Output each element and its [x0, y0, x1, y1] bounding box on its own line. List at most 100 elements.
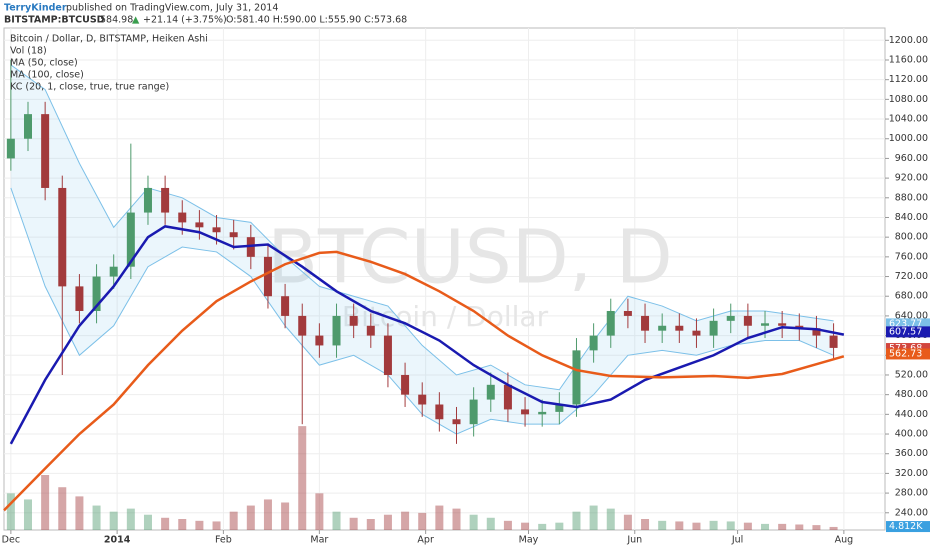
candle-body	[743, 315, 752, 326]
volume-bar	[658, 520, 667, 530]
volume-tag	[886, 521, 930, 533]
candle-body	[178, 212, 187, 223]
volume-bar	[606, 508, 615, 530]
price-tag	[886, 318, 930, 330]
y-tick-label: 480.00	[895, 389, 928, 400]
y-tick-label: 800.00	[895, 232, 928, 243]
volume-bar	[743, 522, 752, 530]
volume-bar	[812, 525, 821, 530]
y-tick-label: 920.00	[895, 173, 928, 184]
x-tick-label: Apr	[417, 535, 434, 546]
volume-bar	[178, 519, 187, 530]
candle-body	[812, 328, 821, 336]
price-tag-label: 607.57	[889, 326, 922, 337]
legend-entry: MA (50, close)	[10, 58, 78, 69]
volume-bar	[161, 517, 170, 530]
candle-body	[726, 315, 735, 321]
candle-body	[383, 335, 392, 375]
volume-bar	[709, 520, 718, 530]
candle-body	[92, 276, 101, 311]
candle-body	[401, 374, 410, 395]
candle-body	[469, 399, 478, 425]
candle-body	[315, 335, 324, 346]
volume-bar	[58, 487, 67, 530]
y-tick-label: 840.00	[895, 212, 928, 223]
candle-body	[212, 227, 221, 233]
price-tag	[886, 326, 930, 338]
candle-body	[641, 315, 650, 331]
candle-body	[658, 325, 667, 331]
y-tick-label: 760.00	[895, 251, 928, 262]
candle-body	[298, 315, 307, 336]
candle-body	[75, 286, 84, 311]
candle-body	[195, 222, 204, 228]
candle-body	[606, 310, 615, 336]
candle-body	[58, 187, 67, 287]
y-tick-label: 400.00	[895, 429, 928, 440]
y-tick-label: 520.00	[895, 369, 928, 380]
candle-body	[418, 394, 427, 405]
candle-body	[281, 296, 290, 316]
volume-bar	[315, 493, 324, 530]
volume-bar	[675, 521, 684, 530]
price-tag-label: 562.73	[889, 348, 922, 359]
y-tick-label: 960.00	[895, 153, 928, 164]
author[interactable]: TerryKinder	[4, 3, 67, 14]
arrow: ▲	[132, 15, 140, 26]
legend-entry: KC (20, 1, close, true, true range)	[10, 82, 169, 93]
candle-body	[229, 232, 238, 238]
volume-bar	[195, 520, 204, 530]
ma-line	[3, 250, 845, 512]
candle-body	[521, 409, 530, 415]
volume-bar	[641, 519, 650, 530]
candle-body	[572, 350, 581, 405]
volume-bar	[23, 499, 32, 530]
watermark-sub: Bitcoin / Dollar	[342, 300, 549, 333]
volume-bar	[332, 511, 341, 530]
y-tick-label: 1080.00	[889, 94, 928, 105]
change: +21.14 (+3.75%)	[143, 15, 227, 26]
y-tick-label: 640.00	[895, 310, 928, 321]
volume-bar	[829, 526, 838, 530]
candle-body	[589, 335, 598, 351]
y-tick-label: 320.00	[895, 468, 928, 479]
candle-body	[435, 404, 444, 420]
plot-frame	[3, 27, 886, 531]
candle-body	[829, 335, 838, 348]
candle-body	[555, 404, 564, 412]
candle-body	[161, 187, 170, 213]
price-tag-label: 623.77	[889, 318, 922, 329]
volume-bar	[126, 508, 135, 530]
volume-bar	[401, 511, 410, 530]
volume-bar	[109, 511, 118, 530]
candle-body	[709, 320, 718, 336]
legend-entry: Bitcoin / Dollar, D, BITSTAMP, Heiken As…	[10, 34, 208, 45]
volume-bar	[435, 505, 444, 530]
y-tick-label: 360.00	[895, 448, 928, 459]
volume-bar	[229, 511, 238, 530]
volume-bar	[452, 508, 461, 530]
volume-bar	[92, 505, 101, 530]
candle-body	[675, 325, 684, 331]
candle-body	[452, 419, 461, 425]
x-tick-label: Mar	[310, 535, 328, 546]
volume-bar	[572, 511, 581, 530]
y-tick-label: 1160.00	[889, 54, 928, 65]
volume-bar	[41, 475, 50, 530]
volume-bar	[298, 426, 307, 530]
last: 584.98	[100, 15, 133, 26]
y-tick-label: 1040.00	[889, 114, 928, 125]
volume-bar	[263, 499, 272, 530]
volume-bar	[726, 521, 735, 530]
candle-body	[349, 315, 358, 326]
legend-entry: MA (100, close)	[10, 70, 84, 81]
volume-bar	[469, 514, 478, 530]
volume-bar	[349, 517, 358, 530]
candle-body	[623, 310, 632, 316]
legend-entry: Vol (18)	[10, 46, 47, 57]
y-tick-label: 720.00	[895, 271, 928, 282]
candle-body	[778, 323, 787, 326]
candle-body	[761, 323, 770, 326]
x-tick-label: Feb	[215, 535, 232, 546]
